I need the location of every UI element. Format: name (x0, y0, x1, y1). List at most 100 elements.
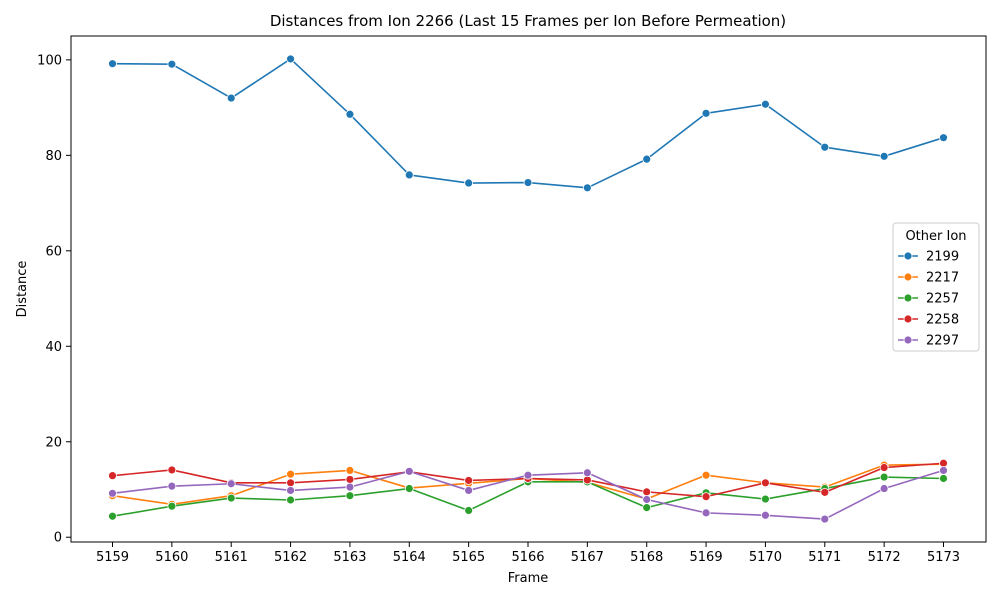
data-point (404, 484, 414, 493)
data-point (286, 478, 295, 488)
data-point (523, 178, 533, 187)
data-point (345, 465, 355, 475)
x-tick-label: 5160 (155, 550, 188, 565)
x-tick-label: 5173 (927, 550, 960, 565)
data-point (167, 501, 177, 511)
data-point (642, 503, 652, 513)
data-point (167, 465, 177, 475)
data-point (464, 506, 474, 515)
x-tick-label: 5163 (333, 550, 366, 565)
data-point (642, 487, 652, 497)
data-point (761, 494, 770, 504)
x-tick-label: 5169 (690, 550, 723, 565)
x-tick-label: 5172 (868, 550, 901, 565)
legend-label: 2257 (926, 292, 959, 307)
data-point (879, 472, 889, 482)
data-point (286, 486, 295, 495)
legend-label: 2258 (926, 313, 959, 328)
x-tick-label: 5170 (749, 550, 782, 565)
data-point (226, 479, 236, 489)
data-point (582, 183, 592, 193)
legend-entry-2199: 2199 (898, 250, 959, 265)
data-point (939, 133, 948, 143)
data-point (464, 476, 474, 485)
data-point (701, 108, 711, 118)
data-point (464, 178, 474, 188)
y-tick-label: 100 (37, 53, 62, 68)
data-point (226, 493, 236, 503)
series-layer (108, 54, 948, 524)
y-tick-label: 0 (54, 531, 62, 546)
x-tick-label: 5164 (393, 550, 426, 565)
legend-entry-2297: 2297 (898, 334, 959, 349)
legend-marker (903, 251, 913, 261)
x-tick-label: 5166 (511, 550, 544, 565)
data-point (879, 484, 889, 493)
data-point (404, 466, 414, 476)
data-point (939, 465, 948, 475)
data-point (761, 478, 770, 488)
x-tick-label: 5171 (808, 550, 841, 565)
x-tick-label: 5168 (630, 550, 663, 565)
legend-marker (903, 272, 913, 282)
x-tick-label: 5161 (215, 550, 248, 565)
legend-entry-2257: 2257 (898, 292, 959, 307)
data-point (879, 463, 889, 472)
data-point (345, 109, 355, 119)
data-point (345, 491, 355, 501)
y-tick-label: 60 (45, 244, 62, 259)
series-2199 (108, 54, 948, 193)
data-point (108, 488, 117, 498)
data-point (820, 487, 830, 497)
chart-title: Distances from Ion 2266 (Last 15 Frames … (270, 12, 786, 30)
legend-entry-2258: 2258 (898, 313, 959, 328)
data-point (108, 511, 117, 521)
data-point (345, 482, 355, 492)
legend-marker (903, 314, 913, 324)
data-point (820, 142, 830, 152)
data-point (761, 99, 770, 109)
x-axis: 5159 5160 5161 5162 5163 5164 5165 5166 5167 5168… (96, 542, 960, 565)
data-point (167, 481, 177, 491)
data-point (167, 59, 177, 69)
data-point (464, 486, 474, 495)
y-axis-label: Distance (15, 261, 30, 318)
data-point (108, 59, 117, 69)
data-point (523, 470, 533, 480)
data-point (404, 170, 414, 180)
y-tick-label: 80 (45, 149, 62, 164)
data-point (701, 508, 711, 518)
data-point (701, 470, 711, 480)
x-tick-label: 5165 (452, 550, 485, 565)
x-tick-label: 5159 (96, 550, 129, 565)
data-point (345, 475, 355, 484)
data-point (226, 93, 236, 103)
data-point (820, 514, 830, 524)
data-point (286, 469, 295, 479)
legend-title: Other Ion (905, 229, 966, 244)
legend-marker (903, 293, 913, 303)
data-point (701, 492, 711, 502)
legend-entry-2217: 2217 (898, 271, 959, 286)
legend: Other Ion 2199 2217 2257 2258 2297 (892, 222, 980, 352)
x-tick-label: 5162 (274, 550, 307, 565)
data-point (108, 471, 117, 481)
data-point (582, 468, 592, 478)
legend-label: 2297 (926, 334, 959, 349)
x-axis-label: Frame (508, 571, 549, 586)
series-2297 (108, 465, 948, 524)
data-point (286, 54, 295, 64)
data-point (642, 495, 652, 504)
legend-marker (903, 335, 913, 345)
data-point (879, 151, 889, 161)
y-tick-label: 40 (45, 340, 62, 355)
y-tick-label: 20 (45, 435, 62, 450)
y-axis: 0 20 40 60 80 100 (37, 53, 71, 546)
x-tick-label: 5167 (571, 550, 604, 565)
data-point (939, 474, 948, 483)
legend-label: 2199 (926, 250, 959, 265)
data-point (642, 154, 652, 164)
legend-label: 2217 (926, 271, 959, 286)
